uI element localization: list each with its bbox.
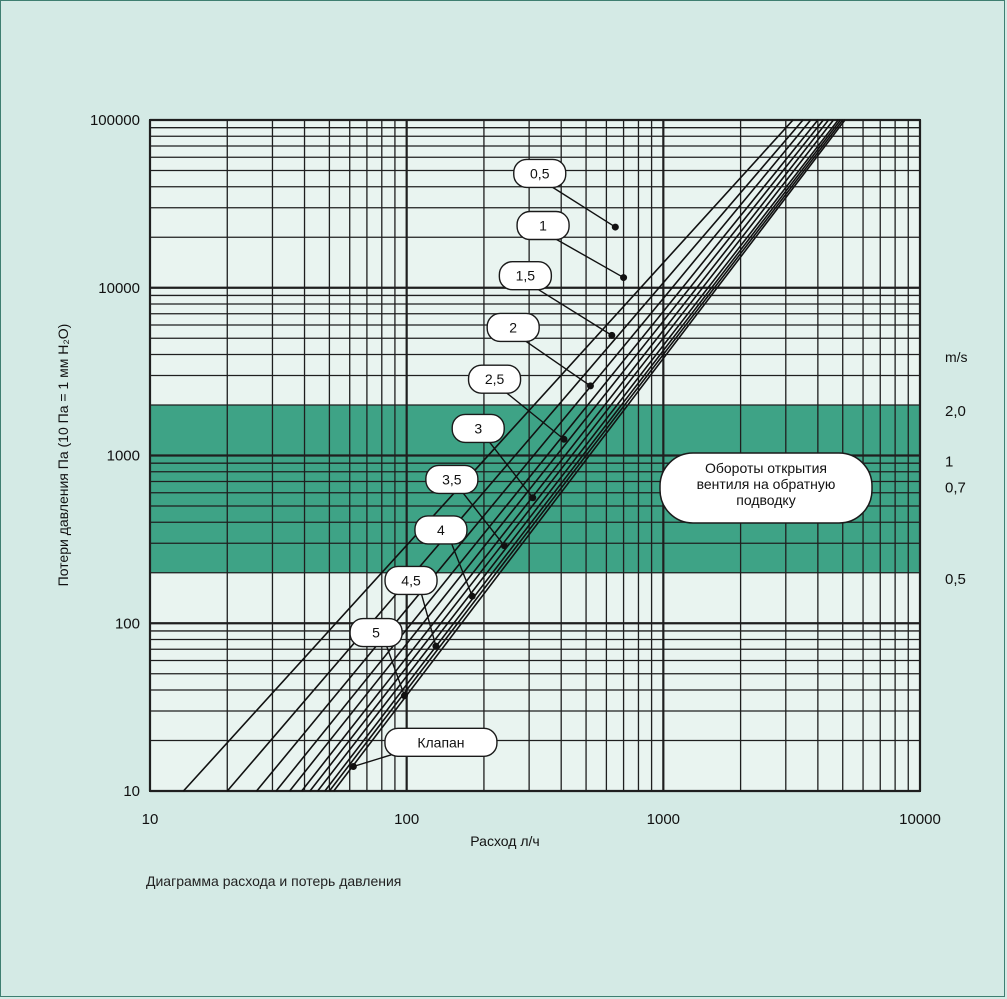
right-tick-label: 0,7 bbox=[945, 479, 966, 496]
x-tick-label: 1000 bbox=[647, 811, 680, 828]
callout-label: 3,5 bbox=[442, 471, 462, 487]
curve-line bbox=[275, 119, 819, 792]
right-tick-label: 2,0 bbox=[945, 403, 966, 420]
right-tick-label: 1 bbox=[945, 454, 953, 471]
curve-line bbox=[182, 119, 794, 792]
leader-line bbox=[549, 184, 616, 228]
band-label-line: вентиля на обратную bbox=[697, 476, 836, 492]
x-tick-labels: 10 100 1000 10000 bbox=[142, 811, 941, 828]
callout-label: 1,5 bbox=[516, 268, 536, 284]
callout-box bbox=[513, 158, 567, 189]
band-label-box: Обороты открытия вентиля на обратную подво… bbox=[659, 452, 873, 524]
leader-dot bbox=[560, 435, 568, 443]
callout-label: Клапан bbox=[417, 734, 464, 750]
callout-box bbox=[451, 413, 505, 444]
curve-line bbox=[289, 119, 824, 792]
leader-dot bbox=[608, 331, 616, 339]
curve-line bbox=[301, 119, 830, 792]
leader-line bbox=[504, 390, 565, 440]
leader-line bbox=[353, 753, 394, 768]
callout-box bbox=[384, 727, 498, 758]
right-tick-label: 0,5 bbox=[945, 571, 966, 588]
chart-caption: Диаграмма расхода и потерь давления bbox=[146, 873, 402, 889]
leader-line bbox=[552, 236, 624, 279]
y-axis-label: Потери давления Па (10 Па = 1 мм H₂O) bbox=[55, 324, 71, 587]
callout-label: 3 bbox=[474, 420, 482, 436]
curve-line bbox=[333, 119, 846, 792]
curve-line bbox=[317, 119, 839, 792]
curves bbox=[182, 119, 846, 792]
right-axis-unit: m/s bbox=[945, 349, 968, 365]
callout-box bbox=[516, 210, 570, 241]
leader-line bbox=[450, 541, 473, 597]
curve-labels: 0,5 1 1,5 2 2,5 3 3,5 4 4,5 5 Клапан bbox=[349, 158, 570, 758]
callout-label: 5 bbox=[372, 625, 380, 641]
callout-label: 0,5 bbox=[530, 165, 550, 181]
leader-dot bbox=[400, 692, 408, 700]
leader-dot bbox=[620, 274, 628, 282]
curve-line bbox=[309, 119, 835, 792]
y-tick-labels: 10 100 1000 10000 100000 bbox=[90, 112, 140, 800]
leader-line bbox=[385, 644, 406, 696]
leader-dot bbox=[529, 494, 537, 502]
callout-box bbox=[414, 515, 468, 545]
callout-label: 2 bbox=[509, 319, 517, 335]
curve-line bbox=[226, 119, 804, 792]
callout-label: 4 bbox=[437, 522, 445, 538]
band-label-line: подводку bbox=[736, 492, 795, 508]
callout-label: 1 bbox=[539, 218, 547, 234]
leader-line bbox=[534, 287, 613, 336]
band-label: Обороты открытия вентиля на обратную подво… bbox=[697, 460, 836, 508]
curve-line bbox=[255, 119, 812, 792]
callout-box bbox=[349, 617, 403, 648]
leader-line bbox=[461, 491, 505, 547]
curve-line bbox=[328, 119, 844, 792]
callout-label: 4,5 bbox=[401, 572, 421, 588]
leader-dot bbox=[432, 642, 440, 650]
leader-dot bbox=[349, 762, 357, 770]
callout-label: 2,5 bbox=[485, 371, 505, 387]
callout-box bbox=[486, 312, 540, 343]
leader-dot bbox=[500, 542, 508, 550]
callout-box bbox=[467, 364, 522, 394]
leader-line bbox=[487, 440, 534, 499]
y-tick-label: 10000 bbox=[98, 280, 140, 297]
callout-box bbox=[425, 464, 479, 495]
x-tick-label: 100 bbox=[394, 811, 419, 828]
leader-dot bbox=[468, 592, 476, 600]
leader-line bbox=[522, 338, 591, 387]
curve-line bbox=[324, 119, 842, 792]
band-label-line: Обороты открытия bbox=[705, 460, 827, 476]
leader-dot bbox=[586, 382, 594, 390]
x-axis-label: Расход л/ч bbox=[470, 833, 539, 849]
callout-box bbox=[498, 260, 553, 291]
y-tick-label: 10 bbox=[123, 783, 140, 800]
y-tick-label: 1000 bbox=[107, 448, 140, 465]
leader-line bbox=[420, 592, 437, 647]
plot-border bbox=[149, 119, 921, 792]
grid-lines bbox=[148, 118, 922, 793]
y-tick-label: 100000 bbox=[90, 112, 140, 129]
callout-box bbox=[384, 565, 438, 596]
leader-dot bbox=[611, 223, 619, 231]
right-axis-labels: 2,0 1 0,7 0,5 bbox=[945, 403, 966, 588]
x-tick-label: 10000 bbox=[899, 811, 941, 828]
y-tick-label: 100 bbox=[115, 615, 140, 632]
x-tick-label: 10 bbox=[142, 811, 159, 828]
leader-lines bbox=[349, 184, 628, 770]
